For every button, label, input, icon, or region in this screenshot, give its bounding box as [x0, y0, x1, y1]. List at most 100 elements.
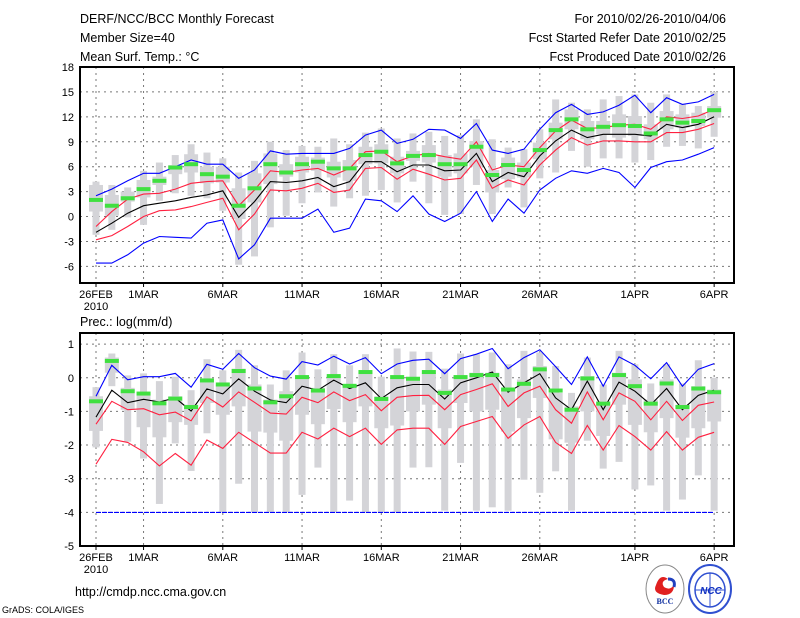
- x-tick-label: 1MAR: [128, 289, 159, 301]
- green-mark: [501, 387, 516, 392]
- series-line-upper: [95, 383, 715, 425]
- whisker-bar: [251, 365, 258, 513]
- bcc-logo: BCC: [645, 564, 685, 614]
- whisker-bar: [266, 384, 274, 513]
- green-mark: [596, 401, 611, 406]
- x-tick-label: 11MAR: [284, 289, 320, 301]
- box-bar: [564, 406, 579, 443]
- y-tick-label: -3: [64, 236, 74, 248]
- box-bar: [612, 372, 627, 405]
- source-url[interactable]: http://cmdp.ncc.cma.gov.cn: [75, 585, 226, 599]
- plot-frame: [79, 66, 735, 284]
- box-bar: [342, 384, 357, 423]
- y-tick-label: -1: [64, 406, 74, 418]
- green-mark: [437, 390, 452, 395]
- green-mark: [485, 373, 500, 378]
- box-bar: [643, 399, 658, 433]
- green-mark: [406, 153, 420, 158]
- whisker-bar: [472, 354, 480, 511]
- box-bar: [263, 399, 278, 433]
- green-mark: [675, 120, 690, 125]
- green-mark: [342, 166, 357, 171]
- green-mark: [659, 117, 674, 122]
- green-mark: [659, 381, 674, 386]
- box-bar: [247, 384, 262, 432]
- green-mark: [279, 170, 294, 175]
- box-bar: [295, 377, 310, 415]
- green-mark: [548, 388, 563, 393]
- whisker-bar: [425, 131, 433, 204]
- whisker-bar: [615, 350, 623, 462]
- series-line-max: [95, 347, 715, 397]
- box-bar: [199, 379, 214, 403]
- x-tick-label: 21MAR: [442, 552, 479, 564]
- green-mark: [453, 375, 468, 380]
- green-mark: [120, 196, 135, 201]
- green-mark: [580, 127, 595, 132]
- green-mark: [516, 168, 531, 173]
- box-bar: [89, 396, 103, 431]
- series-line-lower: [95, 122, 715, 241]
- whisker-bar: [694, 106, 702, 149]
- y-tick-label: 6: [68, 162, 74, 174]
- green-mark: [707, 390, 722, 395]
- whisker-bar: [425, 351, 433, 468]
- box-bar: [548, 392, 563, 440]
- green-mark: [390, 375, 405, 380]
- box-bar: [136, 394, 151, 428]
- green-mark: [326, 166, 341, 171]
- green-mark: [596, 124, 611, 129]
- green-mark: [326, 374, 341, 379]
- green-mark: [247, 186, 262, 191]
- temperature-panel: 18 15 12 9 6 3 0 -3 -6 26FEB 1MAR 6MAR 11MAR 16MAR 21M…: [62, 62, 735, 313]
- green-mark: [691, 119, 706, 123]
- green-mark: [453, 162, 468, 167]
- start-date: Fcst Started Refer Date 2010/02/25: [529, 31, 726, 45]
- green-mark: [279, 394, 294, 399]
- bcc-logo-text: BCC: [657, 597, 674, 606]
- green-mark: [247, 386, 262, 391]
- series-line-max: [95, 93, 715, 197]
- whisker-bar: [298, 145, 306, 204]
- box-bar: [691, 386, 706, 429]
- green-mark: [516, 381, 531, 386]
- box-bar: [580, 376, 595, 412]
- box-bar: [168, 396, 183, 423]
- y-tick-label: 1: [68, 339, 74, 351]
- whisker-bar: [488, 352, 496, 508]
- green-mark: [437, 162, 452, 167]
- whisker-bar: [536, 352, 544, 493]
- x-tick-label: 1APR: [621, 552, 650, 564]
- green-mark: [469, 144, 484, 149]
- green-mark: [168, 396, 183, 401]
- box-bar: [374, 396, 389, 429]
- green-mark: [532, 367, 547, 372]
- y-tick-label: 9: [68, 137, 74, 149]
- y-tick-label: -4: [64, 507, 74, 519]
- green-mark: [231, 203, 246, 208]
- green-mark: [263, 400, 278, 405]
- whisker-bar: [124, 187, 132, 218]
- precipitation-panel: 1 0 -1 -2 -3 -4 -5 26FEB 1MAR 6MAR 11MAR 16MAR 21MAR…: [64, 332, 735, 576]
- y-tick-label: -3: [64, 474, 74, 486]
- whisker-bar: [663, 364, 671, 511]
- whisker-bar: [235, 349, 243, 484]
- whisker-bar: [647, 383, 655, 486]
- green-mark: [89, 399, 103, 404]
- whisker-bar: [457, 353, 465, 463]
- whisker-bar: [219, 370, 227, 513]
- variable-label: Mean Surf. Temp.: °C: [80, 50, 199, 64]
- y-tick-label: 3: [68, 187, 74, 199]
- whisker-bar: [710, 377, 718, 511]
- box-bar: [168, 165, 183, 175]
- green-mark: [501, 163, 516, 168]
- year-label: 2010: [84, 564, 108, 576]
- box-bar: [184, 404, 199, 425]
- box-bar: [152, 399, 167, 438]
- green-mark: [199, 378, 214, 383]
- grads-credit: GrADS: COLA/IGES: [2, 605, 84, 615]
- produced-date: Fcst Produced Date 2010/02/26: [549, 50, 726, 64]
- green-mark: [263, 162, 278, 167]
- green-mark: [532, 148, 547, 153]
- green-mark: [548, 128, 563, 133]
